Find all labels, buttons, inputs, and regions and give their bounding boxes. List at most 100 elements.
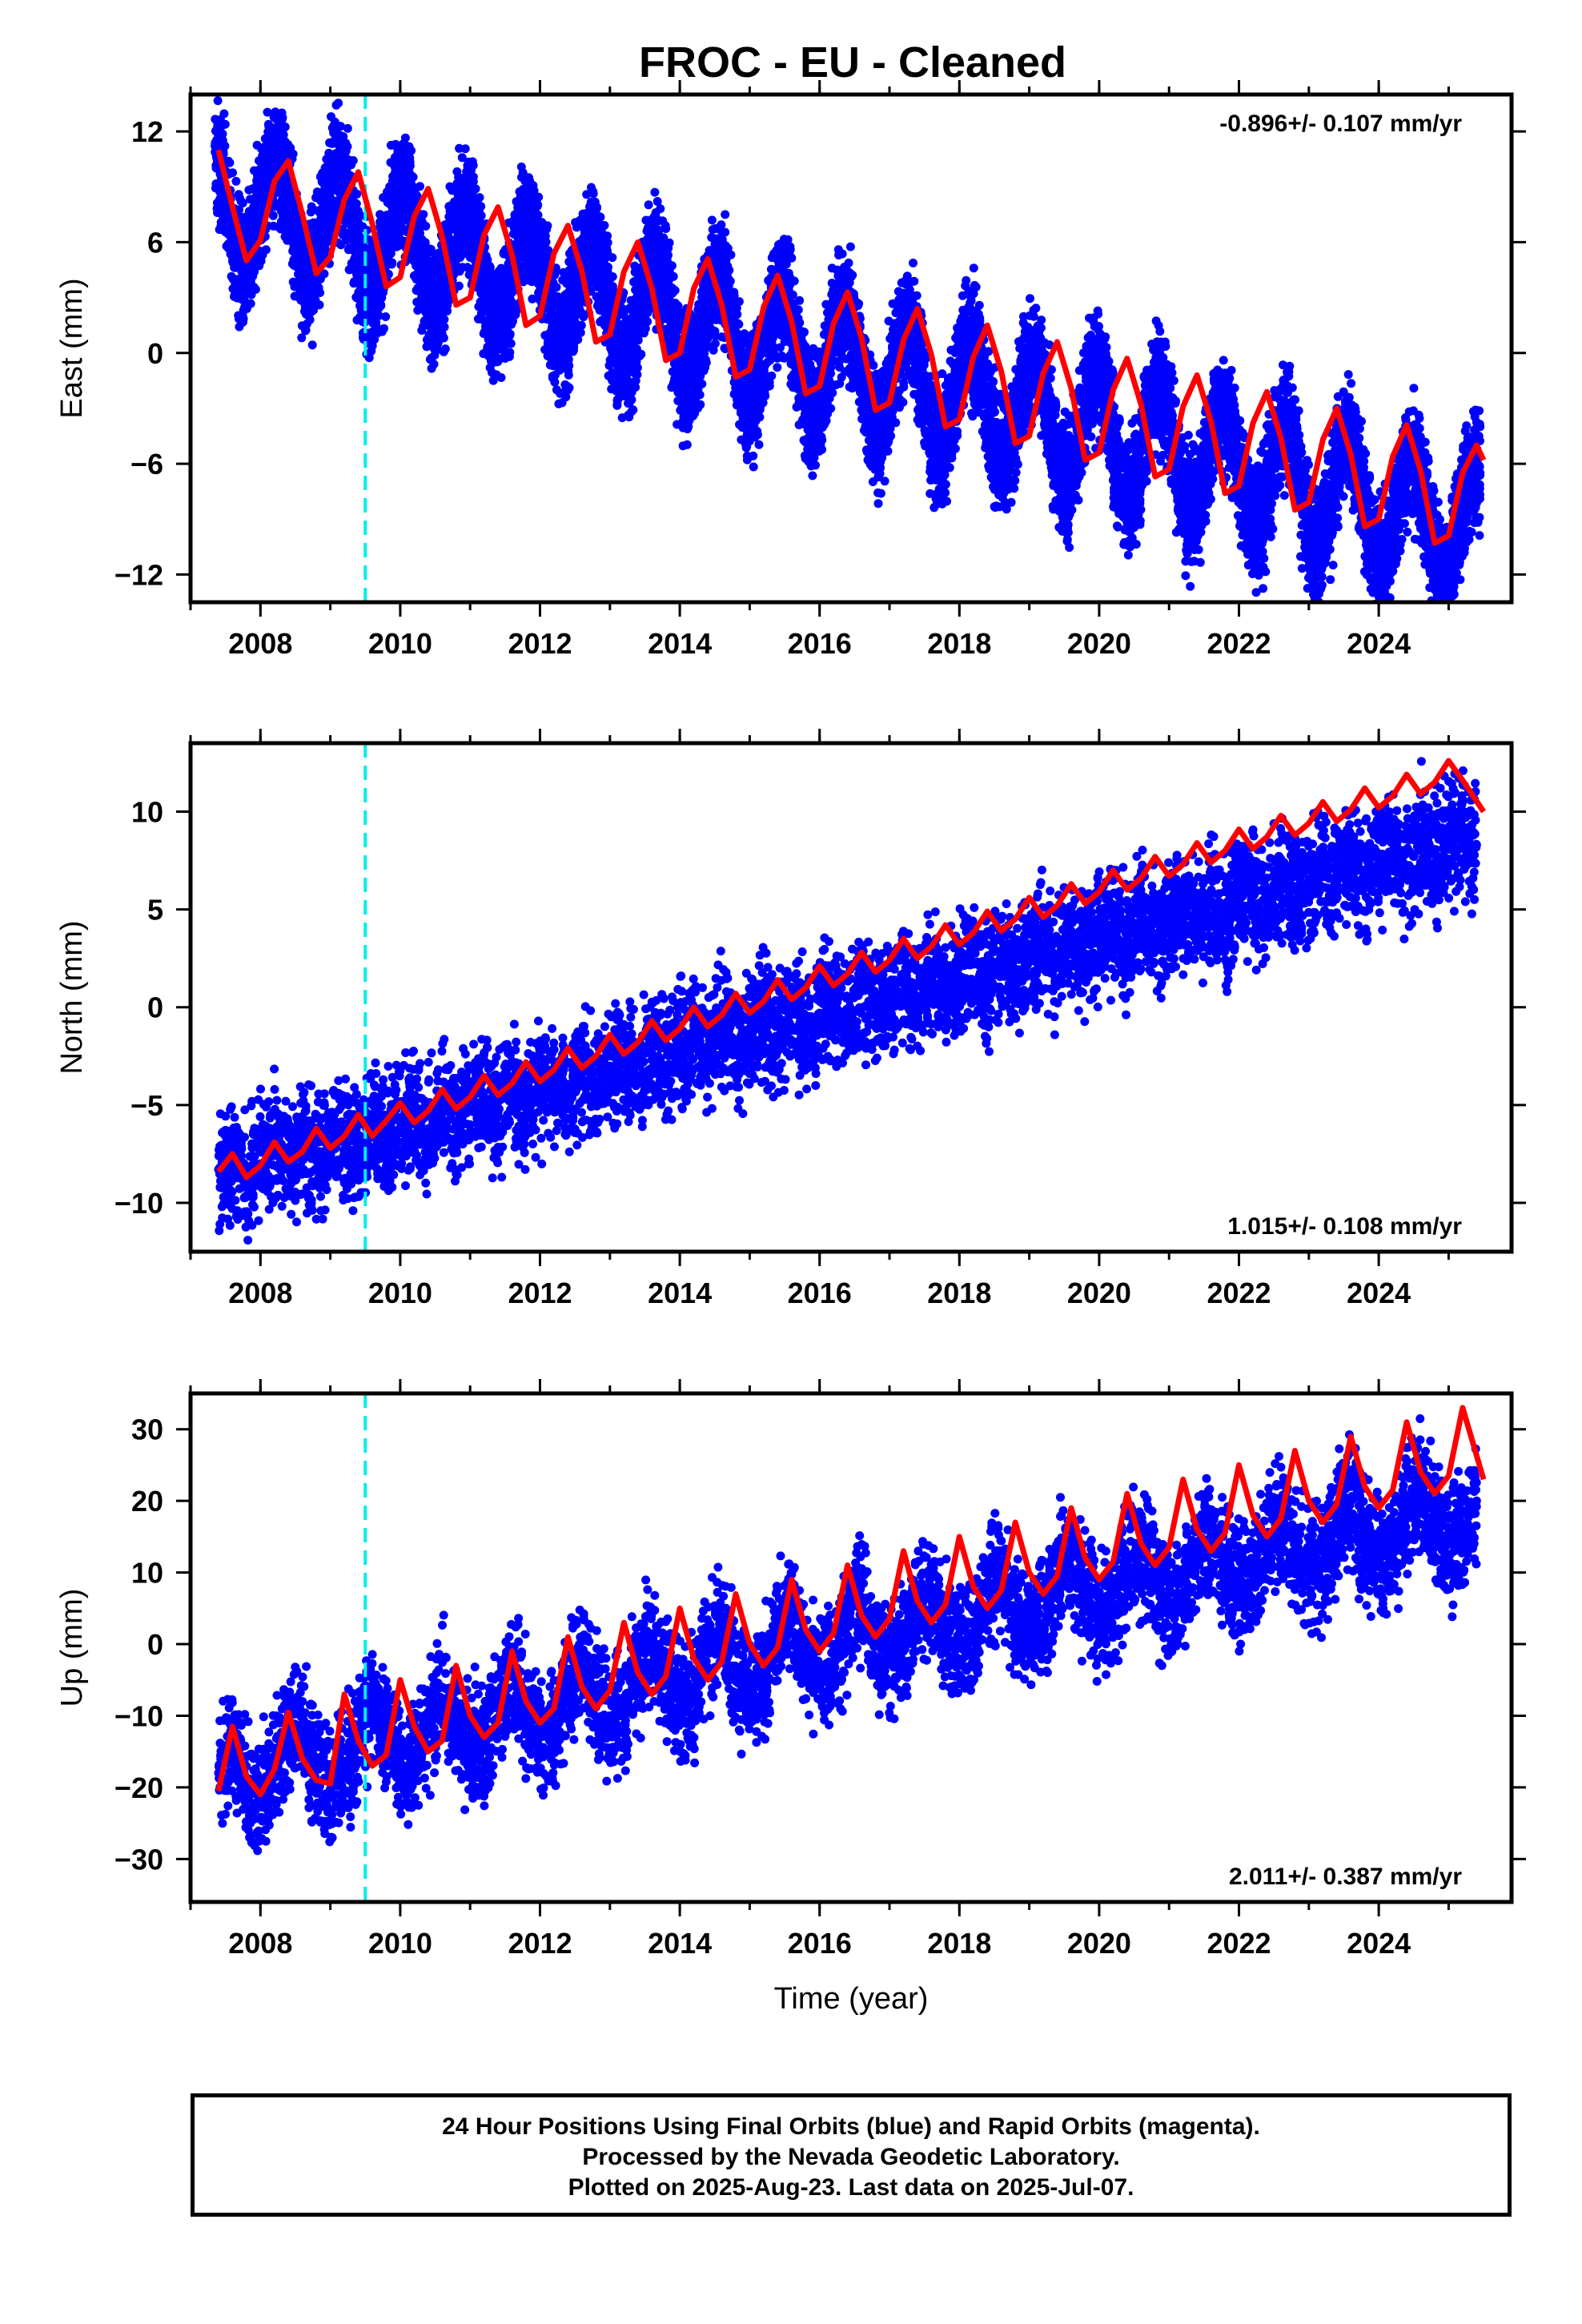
position-point <box>574 303 584 312</box>
position-point <box>315 172 325 182</box>
position-point <box>305 315 315 324</box>
position-point <box>234 190 243 199</box>
position-point <box>364 249 374 259</box>
east-panel: 2008 2010 2012 2014 2016 2018 2020 2022 2024−12−… <box>55 80 1526 660</box>
position-point <box>665 271 675 280</box>
position-point <box>367 311 377 320</box>
position-point <box>540 231 550 241</box>
position-point <box>364 353 374 363</box>
position-point <box>280 137 290 147</box>
position-point <box>324 228 334 238</box>
position-point <box>576 320 586 330</box>
position-point <box>703 333 712 343</box>
position-point <box>259 160 269 170</box>
position-point <box>526 188 536 198</box>
position-point <box>540 239 550 248</box>
position-point <box>644 200 653 210</box>
position-point <box>406 176 416 186</box>
position-point <box>365 299 375 308</box>
position-point <box>217 121 227 131</box>
position-point <box>658 280 668 290</box>
position-point <box>417 326 427 335</box>
position-point <box>465 159 475 168</box>
position-point <box>352 205 361 215</box>
position-point <box>673 301 683 311</box>
position-point <box>331 185 340 195</box>
position-point <box>658 216 668 226</box>
position-point <box>283 229 292 239</box>
position-point <box>351 217 360 227</box>
position-point <box>213 96 223 106</box>
position-point <box>246 279 255 288</box>
position-point <box>602 243 612 253</box>
position-point <box>219 109 229 119</box>
position-point <box>419 210 428 219</box>
position-point <box>694 372 704 382</box>
position-point <box>476 202 486 211</box>
position-point <box>308 290 318 300</box>
position-point <box>315 274 325 283</box>
figure-title: FROC - EU - Cleaned <box>639 38 1066 86</box>
position-point <box>371 322 381 332</box>
position-point <box>661 224 671 233</box>
position-point <box>624 412 634 422</box>
position-point <box>460 144 470 154</box>
position-point <box>261 245 271 255</box>
position-point <box>269 109 279 119</box>
position-point <box>255 261 264 271</box>
position-point <box>295 225 305 235</box>
position-point <box>218 129 227 139</box>
position-point <box>307 340 317 350</box>
position-point <box>644 303 653 312</box>
position-point <box>496 373 506 382</box>
position-point <box>518 168 528 178</box>
position-point <box>687 393 697 403</box>
position-point <box>343 123 352 133</box>
position-point <box>693 381 703 391</box>
position-point <box>471 184 480 194</box>
position-point <box>297 333 307 343</box>
position-point <box>569 342 579 352</box>
position-point <box>429 360 439 369</box>
position-point <box>252 140 262 150</box>
position-point <box>285 185 295 195</box>
position-point <box>497 273 507 283</box>
position-point <box>330 136 339 146</box>
position-point <box>596 212 605 222</box>
position-point <box>443 300 452 310</box>
position-point <box>682 440 692 449</box>
position-point <box>323 216 332 226</box>
position-point <box>335 122 345 131</box>
position-point <box>400 215 409 225</box>
position-point <box>393 241 403 251</box>
position-point <box>670 286 680 296</box>
position-point <box>533 211 543 219</box>
position-point <box>560 386 570 396</box>
position-point <box>371 271 380 280</box>
position-point <box>485 262 495 271</box>
position-point <box>421 221 431 231</box>
position-cloud-0 <box>211 94 1485 602</box>
position-point <box>259 149 269 159</box>
position-point <box>374 311 383 320</box>
position-point <box>650 187 660 197</box>
position-point <box>610 371 620 380</box>
position-point <box>543 221 552 231</box>
position-point <box>367 346 376 356</box>
position-point <box>436 325 446 335</box>
position-point <box>385 193 395 203</box>
position-point <box>632 370 642 380</box>
position-point <box>315 288 325 297</box>
position-point <box>268 211 278 220</box>
position-point <box>381 312 391 321</box>
position-point <box>440 344 450 354</box>
position-point <box>553 352 563 362</box>
position-point <box>341 139 351 148</box>
position-point <box>400 151 409 161</box>
position-point <box>287 205 297 215</box>
position-point <box>476 211 486 220</box>
position-point <box>505 348 515 357</box>
position-point <box>638 327 648 336</box>
position-point <box>275 127 283 135</box>
